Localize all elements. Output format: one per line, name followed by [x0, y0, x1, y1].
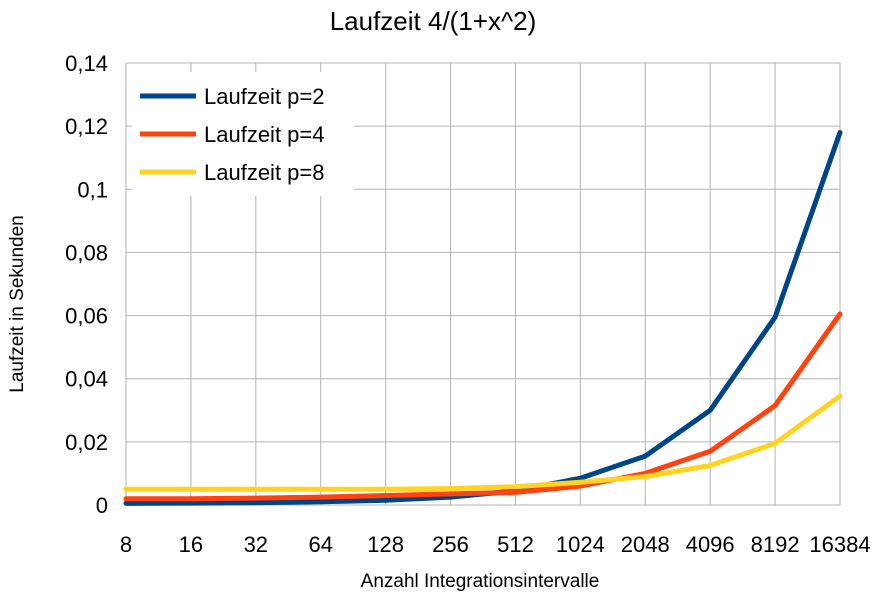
y-tick-label: 0,1: [77, 177, 108, 202]
y-tick-label: 0,14: [65, 51, 108, 76]
legend-label: Laufzeit p=8: [204, 160, 324, 185]
chart-title: Laufzeit 4/(1+x^2): [330, 6, 537, 36]
y-tick-label: 0,06: [65, 304, 108, 329]
series-lines: [123, 130, 843, 506]
legend-label: Laufzeit p=4: [204, 122, 324, 147]
y-tick-label: 0: [96, 493, 108, 518]
series-line-3: [123, 393, 843, 492]
legend-label: Laufzeit p=2: [204, 84, 324, 109]
legend: Laufzeit p=2 Laufzeit p=4 Laufzeit p=8: [132, 72, 354, 196]
x-tick-label: 16: [179, 532, 203, 557]
x-tick-label: 32: [244, 532, 268, 557]
x-tick-label: 8: [120, 532, 132, 557]
x-axis-ticks: 8 16 32 64 128 256 512 1024 2048 4096 8192 16384: [120, 532, 871, 557]
x-tick-label: 128: [367, 532, 404, 557]
x-tick-label: 512: [497, 532, 534, 557]
x-axis-label: Anzahl Integrationsintervalle: [361, 571, 600, 592]
y-tick-label: 0,08: [65, 240, 108, 265]
x-tick-label: 8192: [751, 532, 800, 557]
series-line-2: [123, 311, 843, 502]
x-tick-label: 16384: [809, 532, 870, 557]
y-axis-label: Laufzeit in Sekunden: [7, 215, 28, 392]
x-tick-label: 64: [308, 532, 332, 557]
x-tick-label: 256: [432, 532, 469, 557]
x-tick-label: 4096: [686, 532, 735, 557]
y-axis-ticks: 0 0,02 0,04 0,06 0,08 0,1 0,12 0,14: [65, 51, 108, 518]
y-tick-label: 0,12: [65, 114, 108, 139]
x-tick-label: 2048: [621, 532, 670, 557]
y-tick-label: 0,02: [65, 430, 108, 455]
x-tick-label: 1024: [556, 532, 605, 557]
y-tick-label: 0,04: [65, 367, 108, 392]
